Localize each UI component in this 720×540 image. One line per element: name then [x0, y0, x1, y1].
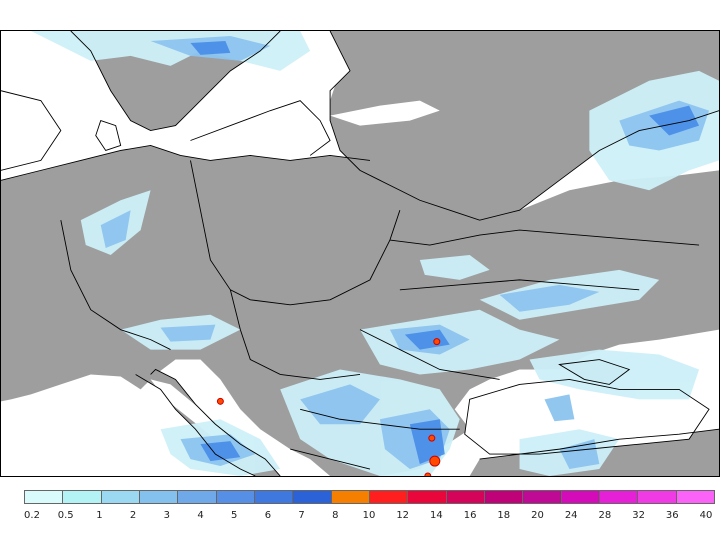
legend-tick-label: 36: [665, 510, 679, 521]
precipitation-map: [0, 30, 720, 477]
legend-swatch: [445, 490, 485, 504]
legend-swatch: [215, 490, 255, 504]
legend-tick-label: 12: [396, 510, 410, 521]
legend-tick-label: 40: [699, 510, 713, 521]
legend-tick-label: 4: [197, 510, 204, 521]
gulf-of-bothnia: [270, 50, 341, 101]
legend-tick-label: 32: [632, 510, 645, 521]
legend-tick-label: 6: [264, 510, 272, 521]
baltic-sea: [190, 100, 331, 156]
legend-tick-label: 8: [332, 510, 339, 521]
legend-tick-label: 2: [129, 510, 137, 521]
legend-swatch: [483, 490, 524, 504]
legend-swatch: [598, 490, 639, 504]
legend-tick-label: 18: [497, 510, 511, 521]
legend-tick-label: 28: [598, 510, 612, 521]
legend-swatch: [253, 490, 294, 504]
north-sea: [1, 90, 61, 171]
legend-swatch: [24, 490, 64, 504]
legend-swatch: [100, 490, 140, 504]
legend-tick-label: 5: [231, 510, 238, 521]
legend-tick-labels: 0.2 0.5 1 2 3 4 5 6 7 8 10 12 14 16 18 20 24 28 32 36 40: [24, 510, 714, 526]
legend-swatch: [675, 490, 715, 504]
legend-tick-label: 0.5: [57, 510, 74, 521]
legend-tick-label: 1: [96, 510, 103, 521]
legend-swatch: [330, 490, 370, 504]
precipitation-legend: 0.2 0.5 1 2 3 4 5 6 7 8 10 12 14 16 18 20 24 28 32 36 40: [24, 490, 715, 530]
legend-swatch: [522, 490, 562, 504]
legend-swatch: [138, 490, 179, 504]
legend-tick-label: 10: [362, 510, 376, 521]
legend-tick-label: 24: [564, 510, 578, 521]
legend-tick-label: 20: [531, 510, 544, 521]
legend-swatch: [560, 490, 600, 504]
gulf-of-finland: [330, 100, 440, 126]
legend-color-bar: [24, 490, 715, 504]
legend-tick-label: 0.2: [24, 510, 40, 521]
legend-swatch: [368, 490, 409, 504]
legend-tick-label: 7: [298, 510, 305, 521]
legend-swatch: [62, 490, 102, 504]
map-canvas: [1, 31, 719, 476]
legend-tick-label: 14: [430, 510, 443, 521]
legend-swatch: [177, 490, 217, 504]
country-borders: [1, 31, 719, 476]
legend-swatch: [407, 490, 447, 504]
legend-swatch: [637, 490, 677, 504]
legend-tick-label: 3: [163, 510, 170, 521]
legend-tick-label: 16: [463, 510, 477, 521]
legend-swatch: [292, 490, 332, 504]
